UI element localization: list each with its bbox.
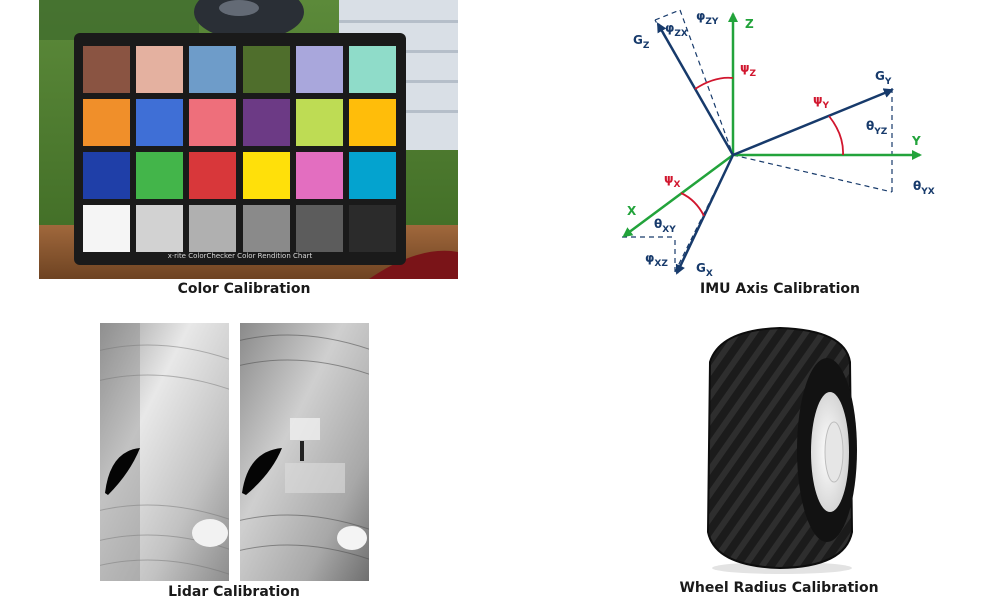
color-patch bbox=[136, 46, 183, 93]
gz-label: GZ bbox=[633, 33, 650, 51]
color-patch bbox=[83, 205, 130, 252]
color-patch bbox=[296, 99, 343, 146]
x-axis-arrow bbox=[624, 155, 733, 236]
color-patch bbox=[189, 46, 236, 93]
color-patch bbox=[243, 99, 290, 146]
color-patch bbox=[296, 205, 343, 252]
lidar-calibration-caption: Lidar Calibration bbox=[134, 584, 334, 600]
color-patch bbox=[296, 46, 343, 93]
phi-zx-label: φZX bbox=[665, 21, 688, 39]
color-checker-label: x·rite ColorChecker Color Rendition Char… bbox=[74, 252, 406, 260]
wheel-tire-image bbox=[690, 322, 868, 576]
color-checker-chart: x·rite ColorChecker Color Rendition Char… bbox=[74, 33, 406, 265]
psi-y-arc bbox=[829, 116, 843, 155]
wheel-calibration-caption: Wheel Radius Calibration bbox=[679, 580, 879, 596]
psi-z-arc bbox=[695, 78, 733, 89]
psi-x-label: ψX bbox=[664, 172, 681, 190]
color-patch bbox=[189, 152, 236, 199]
lidar-scan-after bbox=[240, 323, 369, 581]
color-patch bbox=[136, 152, 183, 199]
color-patch bbox=[349, 46, 396, 93]
psi-z-label: ψZ bbox=[740, 61, 757, 79]
gy-label: GY bbox=[875, 69, 892, 87]
imu-axes bbox=[624, 14, 920, 236]
color-calibration-caption: Color Calibration bbox=[144, 281, 344, 297]
theta-yx-label: θYX bbox=[913, 179, 935, 197]
color-patch bbox=[243, 152, 290, 199]
gx-label: GX bbox=[696, 261, 713, 279]
color-patch bbox=[243, 46, 290, 93]
color-patch bbox=[189, 99, 236, 146]
color-patch bbox=[83, 152, 130, 199]
y-axis-label: Y bbox=[911, 134, 921, 148]
color-patch bbox=[189, 205, 236, 252]
phi-xz-label: φXZ bbox=[645, 251, 668, 269]
color-patch bbox=[296, 152, 343, 199]
psi-x-arc bbox=[681, 193, 704, 216]
color-patch bbox=[83, 99, 130, 146]
color-patch bbox=[349, 99, 396, 146]
color-patch bbox=[136, 205, 183, 252]
color-patch bbox=[349, 205, 396, 252]
psi-y-label: ψY bbox=[813, 93, 830, 111]
imu-diagram-svg: Z Y X GZ GY GX ψZ ψY ψX φZX φZY φXZ θYZ … bbox=[600, 0, 980, 285]
imu-axis-diagram: Z Y X GZ GY GX ψZ ψY ψX φZX φZY φXZ θYZ … bbox=[600, 0, 980, 285]
tire-illustration bbox=[690, 322, 868, 576]
color-patch bbox=[349, 152, 396, 199]
lidar-scan-after-image bbox=[240, 323, 369, 581]
lidar-scan-before bbox=[100, 323, 229, 581]
phi-zy-label: φZY bbox=[696, 9, 719, 27]
imu-calibration-caption: IMU Axis Calibration bbox=[680, 281, 880, 297]
theta-xy-label: θXY bbox=[654, 217, 676, 235]
theta-yz-label: θYZ bbox=[866, 119, 888, 137]
gyro-vectors bbox=[658, 24, 892, 273]
z-axis-label: Z bbox=[745, 17, 754, 31]
lidar-scan-before-image bbox=[100, 323, 229, 581]
color-checker-photo: x·rite ColorChecker Color Rendition Char… bbox=[39, 0, 458, 279]
color-patch bbox=[136, 99, 183, 146]
color-patch bbox=[83, 46, 130, 93]
x-axis-label: X bbox=[627, 204, 637, 218]
color-patch bbox=[243, 205, 290, 252]
gx-vector-arrow bbox=[677, 155, 733, 273]
